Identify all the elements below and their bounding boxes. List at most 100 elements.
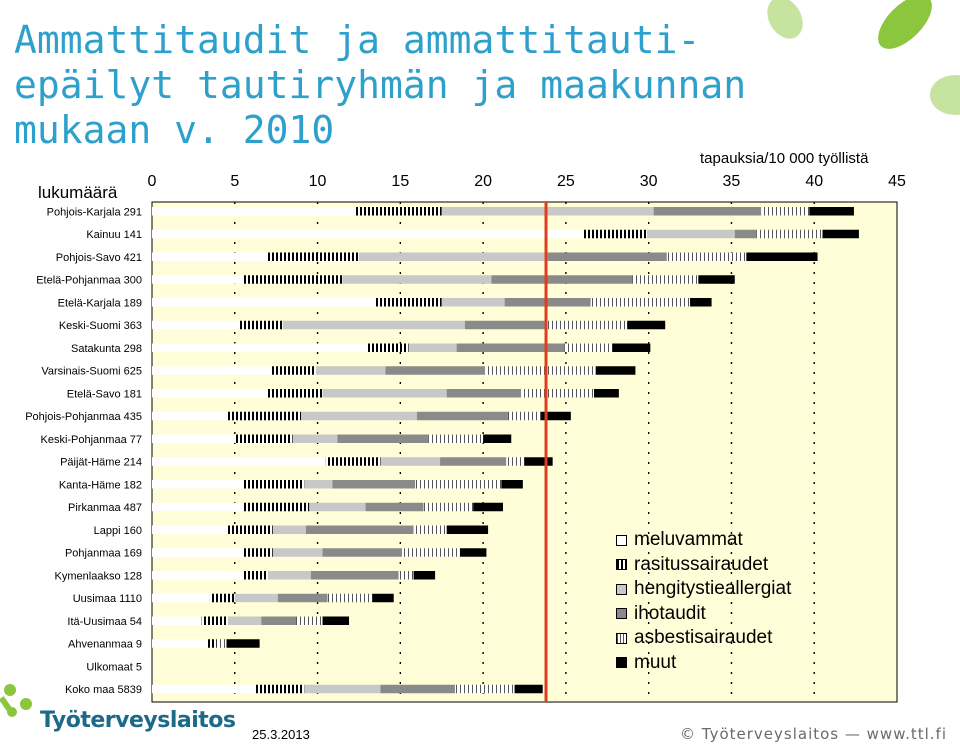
x-tick-label: 10 [309,173,327,190]
bar-segment-asbestisairaudet [507,411,542,421]
bar-segment-muut [612,343,651,352]
bar-segment-ihotaudit [305,525,414,534]
bar-segment-asbestisairaudet [454,684,515,694]
y-category-label: Etelä-Savo 181 [67,388,142,400]
y-category-label: Keski-Pohjanmaa 77 [40,434,142,446]
y-category-label: Ulkomaat 5 [86,661,142,673]
x-tick-label: 20 [474,173,492,190]
bar-segment-hengitystieallergiat [292,434,338,443]
footer-logo-text: Työterveyslaitos [40,708,236,733]
chart-legend: meluvammat rasitussairaudet hengitystiea… [616,528,791,675]
y-category-label: Päijät-Häme 214 [60,457,142,469]
bar-segment-asbestisairaudet [398,571,414,580]
bar-segment-muut [524,457,553,466]
y-category-label: Kanta-Häme 182 [59,479,142,491]
bar-segment-rasitussairaudet [238,320,283,330]
x-tick-labels: 0 5 10 15 20 25 30 35 40 45 [148,173,906,190]
bar-segment-muut [372,593,394,603]
bar-segment-rasitussairaudet [234,434,293,443]
y-category-label: Etelä-Pohjanmaa 300 [36,275,142,287]
bar-segment-meluvammat [152,525,227,534]
bar-segment-asbestisairaudet [590,298,691,307]
bar-segment-rasitussairaudet [243,275,343,284]
x-tick-label: 40 [805,173,823,190]
x-tick-label: 25 [557,173,575,190]
bar-segment-meluvammat [152,252,268,261]
bar-segment-asbestisairaudet [756,229,823,239]
y-category-label: Pohjois-Pohjanmaa 435 [25,411,142,423]
legend-swatch-meluvammat [616,534,627,546]
bar-segment-meluvammat [152,366,272,375]
bar-segment-rasitussairaudet [254,684,305,694]
x-tick-label: 15 [391,173,409,190]
bar-segment-hengitystieallergiat [301,411,417,421]
bar-segment-hengitystieallergiat [358,252,548,261]
legend-item-asbestisairaudet: asbestisairaudet [616,626,791,651]
bar-segment-ihotaudit [385,366,485,375]
bar-segment-muut [698,275,735,284]
legend-swatch-asbestisairaudet [616,632,627,644]
bar-segment-meluvammat [152,434,235,443]
bar-segment-asbestisairaudet [484,366,596,375]
bar-segment-ihotaudit [310,571,399,580]
bar-segments [152,207,859,694]
bar-segment-asbestisairaudet [296,616,323,625]
bar-segment-ihotaudit [380,684,455,694]
legend-label: muut [634,651,677,673]
bar-segment-rasitussairaudet [325,457,381,466]
bar-segment-hengitystieallergiat [380,457,441,466]
bar-segment-hengitystieallergiat [322,389,447,398]
bar-segment-hengitystieallergiat [267,571,311,580]
bar-segment-ihotaudit [491,275,633,284]
legend-label: hengitystieallergiat [634,578,792,600]
bar-segment-hengitystieallergiat [408,343,457,352]
footer-brand-icon [0,684,32,717]
bar-segment-asbestisairaudet [413,525,447,534]
y-category-label: Etelä-Karjala 189 [58,297,142,309]
title-line-3: mukaan v. 2010 [14,108,335,152]
bar-segment-meluvammat [152,207,354,216]
bar-segment-hengitystieallergiat [272,525,306,534]
bar-segment-hengitystieallergiat [441,298,505,307]
bar-segment-rasitussairaudet [226,525,273,534]
bar-segment-ihotaudit [734,229,757,239]
x-tick-label: 35 [723,173,741,190]
bar-segment-asbestisairaudet [327,593,373,603]
bar-segment-asbestisairaudet [415,480,502,489]
bar-segment-muut [501,480,523,489]
legend-item-meluvammat: meluvammat [616,528,791,553]
bar-segment-meluvammat [152,275,244,284]
y-category-label: Pirkanmaa 487 [68,502,142,514]
bar-segment-ihotaudit [504,298,591,307]
bar-segment-meluvammat [152,616,202,625]
y-category-labels: Pohjois-Karjala 291 Kainuu 141 Pohjois-Sav… [25,206,142,696]
y-category-label: Kainuu 141 [86,229,142,241]
bar-segment-hengitystieallergiat [228,616,262,625]
bar-segment-hengitystieallergiat [304,480,333,489]
bar-segment-asbestisairaudet [428,434,484,443]
bar-segment-meluvammat [152,684,255,694]
bar-segment-muut [595,366,636,375]
x-axis-unit-label: tapauksia/10 000 työllistä [700,150,869,167]
bar-segment-ihotaudit [261,616,297,625]
bar-segment-hengitystieallergiat [309,502,366,512]
footer-date: 25.3.2013 [252,727,310,742]
bar-segment-rasitussairaudet [209,593,235,603]
bar-segment-rasitussairaudet [271,366,316,375]
bar-segment-muut [746,252,818,261]
bar-segment-muut [446,525,489,534]
bar-segment-rasitussairaudet [367,343,409,352]
bar-segment-muut [226,639,260,648]
y-category-label: Satakunta 298 [71,343,142,355]
bar-segment-meluvammat [152,298,376,307]
legend-label: rasitussairaudet [634,553,769,575]
bar-segment-rasitussairaudet [267,389,323,398]
legend-item-muut: muut [616,651,791,676]
bar-segment-asbestisairaudet [506,457,525,466]
bar-segment-asbestisairaudet [544,320,628,330]
count-column-header: lukumäärä [38,183,118,202]
bar-segment-muut [594,389,619,398]
bar-segment-muut [690,298,712,307]
